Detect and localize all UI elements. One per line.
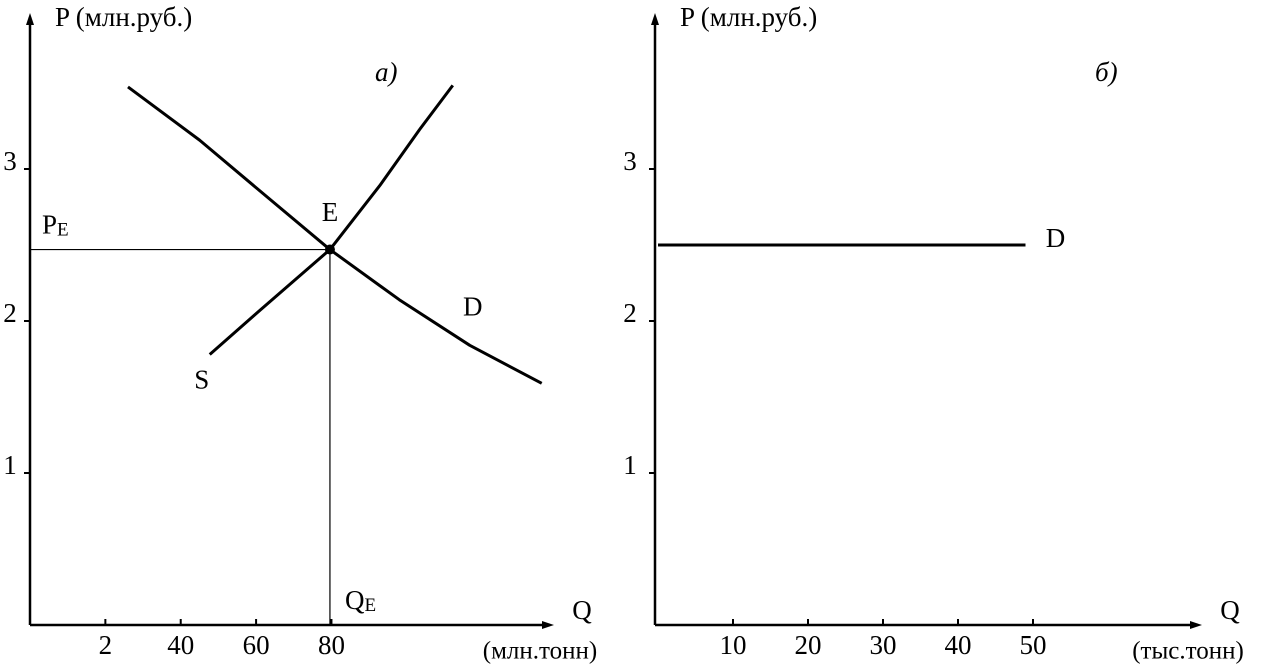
x-axis-unit: (тыс.тонн)	[1132, 638, 1244, 665]
x-tick-label: 2	[99, 630, 113, 660]
quantity-label-main: Q	[345, 585, 365, 615]
y-tick-label: 3	[3, 146, 17, 176]
x-tick-label: 80	[318, 630, 345, 660]
quantity-label: QE	[345, 585, 376, 616]
price-label-sub: E	[57, 220, 69, 241]
y-tick-label: 3	[623, 146, 637, 176]
y-axis-label: P (млн.руб.)	[680, 2, 817, 32]
x-tick-label: 50	[1020, 630, 1047, 660]
y-axis-arrow	[26, 13, 34, 25]
x-axis-label: Q	[572, 595, 592, 625]
x-tick-label: 40	[167, 630, 194, 660]
panel-label: а)	[375, 57, 398, 87]
curve	[127, 85, 543, 385]
equilibrium-label: E	[322, 197, 339, 227]
x-tick-label: 10	[720, 630, 747, 660]
price-label-main: P	[42, 210, 57, 240]
x-axis-arrow	[542, 621, 554, 629]
curve	[208, 84, 454, 356]
y-tick-label: 1	[623, 450, 637, 480]
y-tick-label: 2	[3, 298, 17, 328]
curve-label: D	[1046, 223, 1066, 253]
x-tick-label: 40	[945, 630, 972, 660]
price-label: PE	[42, 210, 69, 241]
quantity-label-sub: E	[364, 595, 376, 616]
x-axis-arrow	[1190, 621, 1202, 629]
x-axis-unit: (млн.тонн)	[483, 638, 597, 665]
x-tick-label: 30	[870, 630, 897, 660]
x-axis-label: Q	[1220, 595, 1240, 625]
y-tick-label: 2	[623, 298, 637, 328]
x-tick-label: 60	[243, 630, 270, 660]
x-tick-label: 20	[795, 630, 822, 660]
panel-label: б)	[1095, 57, 1118, 87]
curve-label: S	[194, 365, 209, 395]
curve-label: D	[463, 292, 483, 322]
y-tick-label: 1	[3, 450, 17, 480]
y-axis-label: P (млн.руб.)	[55, 2, 192, 32]
equilibrium-point	[324, 244, 335, 255]
y-axis-arrow	[651, 13, 659, 25]
